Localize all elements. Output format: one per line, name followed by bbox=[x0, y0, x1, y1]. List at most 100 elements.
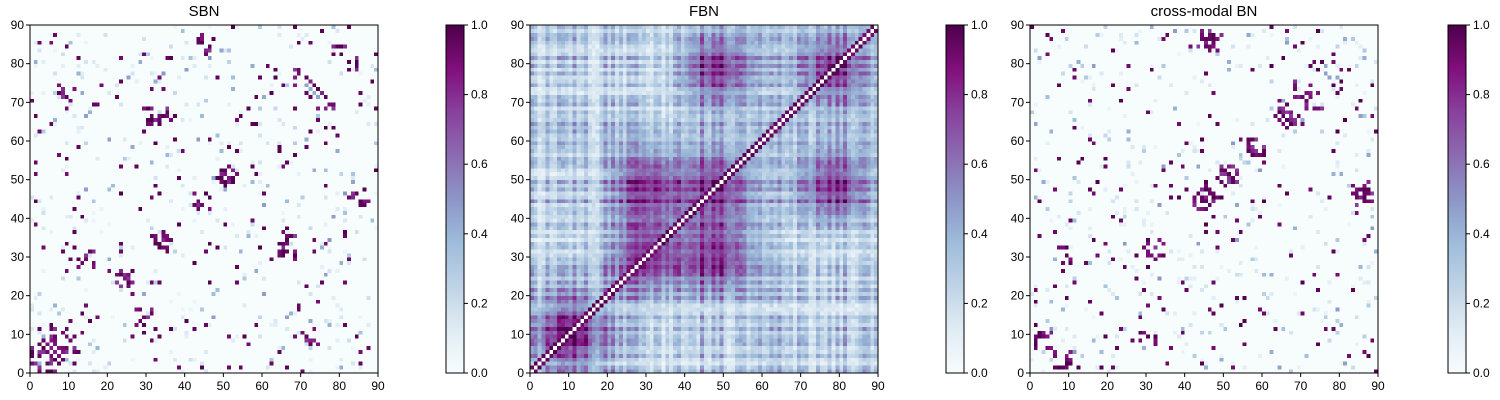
heatmap-cell bbox=[115, 199, 120, 204]
heatmap-cell bbox=[246, 229, 251, 235]
heatmap-cell bbox=[149, 345, 155, 351]
heatmap-cell bbox=[64, 357, 69, 362]
heatmap-cell bbox=[41, 357, 46, 362]
heatmap-cell bbox=[30, 218, 35, 223]
heatmap-cell bbox=[107, 187, 112, 192]
heatmap-cell bbox=[320, 187, 325, 192]
heatmap-cell bbox=[30, 268, 35, 273]
heatmap-cell bbox=[362, 299, 367, 304]
heatmap-cell bbox=[312, 272, 317, 277]
heatmap-cell bbox=[161, 369, 166, 374]
heatmap-cell bbox=[246, 365, 251, 370]
heatmap-cell bbox=[115, 369, 120, 374]
heatmap-cell bbox=[277, 299, 282, 304]
heatmap-cell bbox=[126, 326, 131, 331]
heatmap-cell bbox=[308, 349, 313, 354]
heatmap-cell bbox=[95, 156, 100, 161]
heatmap-cell bbox=[200, 264, 205, 269]
heatmap-cell bbox=[173, 237, 178, 242]
heatmap-cell bbox=[273, 160, 278, 165]
heatmap-cell bbox=[126, 175, 131, 180]
heatmap-cell bbox=[323, 175, 329, 180]
heatmap-cell bbox=[246, 191, 251, 196]
heatmap-cell bbox=[281, 307, 286, 312]
heatmap-cell bbox=[308, 241, 313, 246]
heatmap-cell bbox=[161, 287, 166, 293]
heatmap-cell bbox=[242, 268, 247, 273]
heatmap-cell bbox=[60, 191, 66, 196]
heatmap-cell bbox=[68, 214, 73, 219]
heatmap-cell bbox=[192, 287, 197, 293]
heatmap-cell bbox=[358, 160, 363, 165]
heatmap-cell bbox=[122, 175, 127, 180]
heatmap-cell bbox=[91, 361, 97, 366]
heatmap-cell bbox=[30, 233, 35, 238]
heatmap-cell bbox=[265, 168, 271, 173]
heatmap-cell bbox=[289, 295, 294, 300]
heatmap-cell bbox=[262, 253, 267, 258]
heatmap-cell bbox=[88, 326, 93, 331]
heatmap-cell bbox=[316, 183, 321, 188]
heatmap-cell bbox=[207, 191, 213, 196]
heatmap-cell bbox=[215, 299, 220, 304]
heatmap-cell bbox=[33, 222, 39, 227]
heatmap-cell bbox=[211, 299, 216, 304]
heatmap-cell bbox=[304, 330, 309, 335]
heatmap-cell bbox=[122, 295, 127, 300]
heatmap-cell bbox=[30, 326, 35, 331]
heatmap-cell bbox=[84, 299, 89, 304]
heatmap-cell bbox=[308, 249, 313, 254]
heatmap-cell bbox=[126, 199, 131, 204]
heatmap-cell bbox=[304, 249, 309, 254]
heatmap-cell bbox=[130, 369, 135, 374]
heatmap-cell bbox=[234, 229, 240, 235]
heatmap-cell bbox=[277, 160, 282, 165]
heatmap-cell bbox=[273, 195, 278, 200]
heatmap-cell bbox=[72, 303, 77, 308]
heatmap-cell bbox=[76, 342, 81, 347]
heatmap-cell bbox=[211, 357, 216, 362]
heatmap-cell bbox=[300, 199, 305, 204]
heatmap-cell bbox=[68, 361, 73, 366]
heatmap-cell bbox=[49, 315, 54, 320]
heatmap-cell bbox=[99, 369, 104, 374]
heatmap-cell bbox=[211, 284, 216, 289]
heatmap-cell bbox=[320, 311, 325, 316]
heatmap-cell bbox=[273, 168, 278, 173]
heatmap-cell bbox=[153, 195, 158, 200]
heatmap-cell bbox=[273, 326, 278, 331]
heatmap-cell bbox=[343, 276, 348, 281]
heatmap-cell bbox=[68, 160, 73, 165]
heatmap-cell bbox=[176, 264, 182, 269]
heatmap-cell bbox=[192, 214, 197, 219]
heatmap-cell bbox=[99, 168, 104, 173]
heatmap-cell bbox=[347, 268, 352, 273]
heatmap-cell bbox=[358, 175, 363, 180]
heatmap-cell bbox=[200, 357, 205, 362]
heatmap-cell bbox=[234, 206, 240, 211]
heatmap-cell bbox=[304, 264, 309, 269]
heatmap-cell bbox=[296, 168, 301, 173]
heatmap-cell bbox=[91, 160, 97, 165]
heatmap-cell bbox=[130, 191, 135, 196]
heatmap-cell bbox=[250, 229, 255, 235]
heatmap-cell bbox=[107, 245, 112, 250]
heatmap-cell bbox=[258, 257, 263, 262]
heatmap-cell bbox=[242, 241, 247, 246]
heatmap-cell bbox=[41, 164, 46, 169]
heatmap-cell bbox=[176, 233, 182, 238]
heatmap-cell bbox=[53, 202, 58, 208]
heatmap-cell bbox=[347, 160, 352, 165]
heatmap-cell bbox=[238, 241, 243, 246]
heatmap-cell bbox=[196, 299, 201, 304]
heatmap-cell bbox=[246, 322, 251, 327]
heatmap-cell bbox=[118, 171, 124, 177]
heatmap-cell bbox=[126, 349, 131, 354]
heatmap-cell bbox=[246, 361, 251, 366]
heatmap-cell bbox=[347, 206, 352, 211]
heatmap-cell bbox=[80, 257, 85, 262]
heatmap-cell bbox=[354, 361, 359, 366]
heatmap-cell bbox=[60, 338, 66, 343]
heatmap-cell bbox=[176, 218, 182, 223]
heatmap-cell bbox=[200, 253, 205, 258]
